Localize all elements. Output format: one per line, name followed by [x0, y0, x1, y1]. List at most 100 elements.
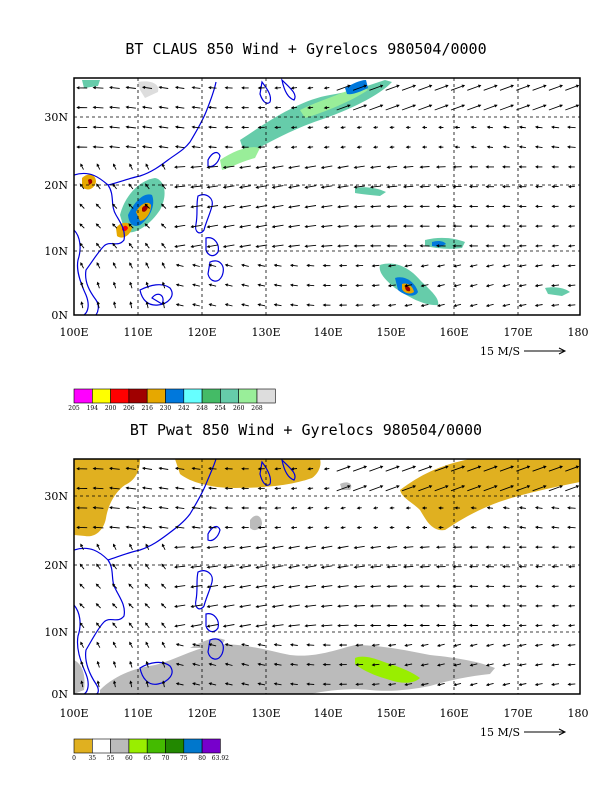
- wind-vector: [161, 563, 166, 570]
- wind-vector: [109, 145, 120, 149]
- wind-vector: [144, 603, 150, 609]
- map1-lon-label: 110E: [123, 326, 152, 339]
- wind-vector: [435, 604, 446, 608]
- wind-vector: [306, 263, 315, 268]
- wind-vector: [141, 145, 153, 149]
- wind-vector: [128, 223, 134, 229]
- wind-vector: [239, 244, 251, 249]
- wind-vector: [307, 526, 314, 530]
- wind-vector: [340, 145, 346, 149]
- wind-vector: [274, 467, 281, 471]
- wind-vector: [274, 86, 281, 90]
- map2-lon-label: 100E: [59, 707, 88, 720]
- wind-vector: [241, 106, 249, 110]
- wind-vector: [224, 506, 233, 510]
- wind-vector: [161, 203, 167, 209]
- wind-vector: [125, 486, 136, 490]
- wind-vector: [485, 663, 494, 667]
- wind-vector: [551, 584, 559, 588]
- wind-vector: [502, 145, 510, 149]
- wind-vector: [112, 603, 118, 609]
- wind-vector: [241, 486, 249, 490]
- wind-vector: [323, 506, 330, 510]
- wind-vector: [322, 263, 331, 268]
- wind-vector: [468, 224, 478, 228]
- wind-vector: [534, 643, 543, 647]
- map1-lon-label: 180: [568, 326, 589, 339]
- map1-coastlines: [74, 78, 296, 315]
- wind-vector: [532, 104, 547, 111]
- wind-vector: [386, 565, 398, 569]
- wind-vector: [467, 84, 482, 91]
- wind-vector: [386, 604, 398, 608]
- wind-vector: [535, 584, 543, 588]
- wind-vector: [502, 506, 510, 510]
- wind-vector: [453, 682, 462, 687]
- wind-vector: [389, 145, 395, 149]
- wind-vector: [222, 204, 235, 209]
- wind-vector: [402, 623, 414, 627]
- wind-vector: [485, 204, 495, 208]
- wind-vector: [161, 242, 166, 249]
- wind-vector: [534, 506, 543, 510]
- wind-vector: [255, 604, 268, 609]
- wind-vector: [274, 106, 281, 110]
- wind-vector: [340, 506, 346, 510]
- wind-vector: [320, 545, 333, 550]
- wind-vector: [353, 624, 365, 628]
- wind-vector: [535, 185, 543, 189]
- wind-vector: [241, 125, 249, 129]
- wind-vector: [113, 301, 117, 309]
- wind-vector: [483, 84, 498, 91]
- wind-vector: [174, 466, 185, 471]
- wind-vector: [208, 283, 217, 287]
- wind-vector: [565, 104, 580, 111]
- wind-vector: [322, 643, 331, 647]
- wind-vector: [224, 263, 233, 267]
- map1-cloud-shading: [82, 80, 570, 306]
- wind-vector: [273, 303, 282, 307]
- wind-vector: [468, 545, 478, 549]
- wind-vector: [144, 203, 150, 209]
- wind-vector: [551, 623, 559, 628]
- wind-vector: [141, 85, 153, 90]
- wind-vector: [273, 682, 282, 686]
- wind-vector: [551, 204, 559, 208]
- wind-vector: [373, 145, 379, 149]
- map1-lon-label: 150E: [376, 326, 405, 339]
- wind-vector: [486, 125, 493, 129]
- wind-vector: [271, 584, 284, 589]
- wind-vector: [387, 264, 396, 268]
- wind-vector: [208, 682, 217, 686]
- wind-vector: [290, 106, 298, 110]
- map1-lon-label: 130E: [251, 326, 280, 339]
- wind-vector: [190, 604, 202, 609]
- wind-vector: [401, 104, 417, 111]
- wind-vector: [453, 284, 462, 288]
- wind-vector: [192, 682, 200, 686]
- legend-swatch: [165, 388, 185, 404]
- wind-vector: [257, 106, 265, 110]
- wind-vector: [435, 204, 446, 208]
- wind-vector: [307, 145, 314, 149]
- wind-vector: [567, 506, 576, 510]
- wind-vector: [419, 604, 430, 608]
- wind-vector: [161, 183, 166, 190]
- wind-vector: [113, 680, 117, 688]
- map2-lon-label: 120E: [187, 707, 216, 720]
- wind-vector: [208, 105, 217, 110]
- wind-vector: [323, 467, 330, 471]
- wind-vector: [386, 244, 398, 248]
- wind-vector: [80, 641, 84, 648]
- wind-vector: [483, 104, 498, 111]
- wind-vector: [518, 604, 527, 608]
- wind-vector: [567, 185, 575, 189]
- wind-vector: [161, 262, 166, 269]
- wind-vector: [158, 486, 169, 490]
- wind-vector: [76, 105, 88, 110]
- wind-vector: [79, 583, 85, 589]
- wind-vector: [438, 145, 444, 149]
- wind-vector: [337, 185, 349, 189]
- wind-vector: [370, 185, 382, 189]
- wind-vector: [145, 281, 149, 289]
